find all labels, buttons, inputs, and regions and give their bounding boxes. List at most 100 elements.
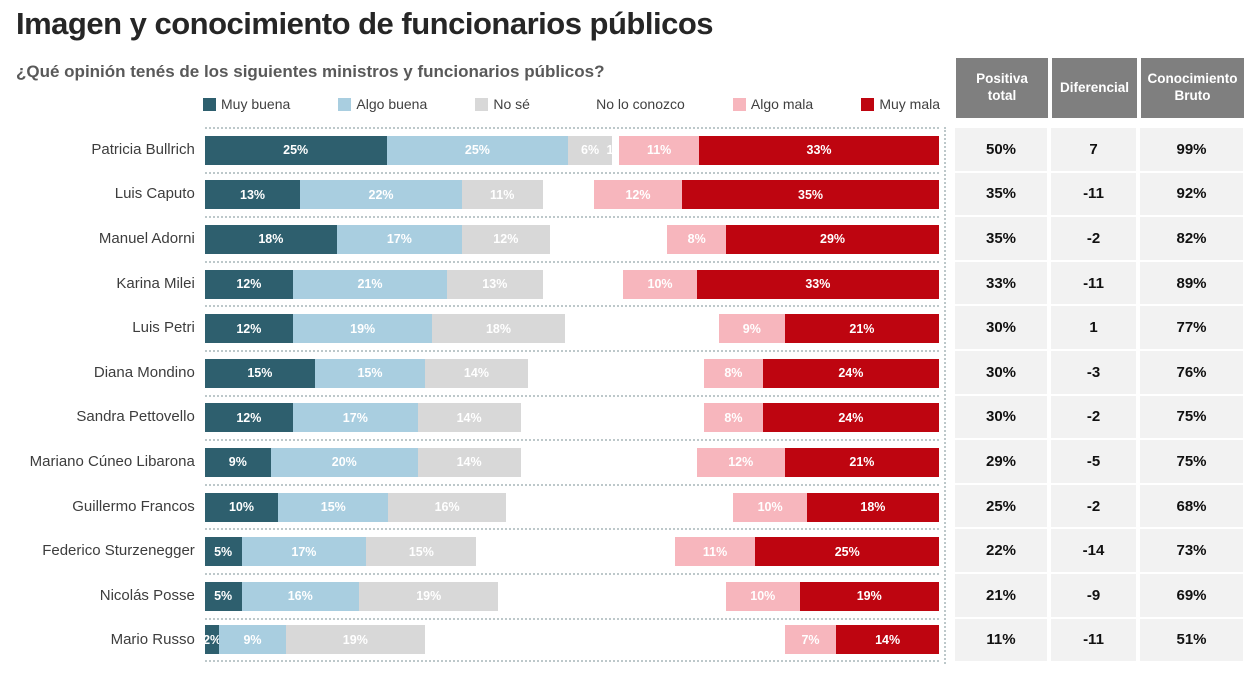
summary-row-cells: 29% -5 75% [955, 439, 1243, 484]
legend-label: Muy buena [221, 96, 291, 112]
legend-label: Algo mala [750, 96, 814, 112]
table-row: Federico Sturzenegger 5% 17% 15% 27% 11% 25% 22… [16, 528, 1243, 573]
segment-value-label: 25% [283, 143, 309, 158]
bar-segment-no-lo-conozco: 31% [498, 581, 727, 611]
bar-segment-muy-mala: 19% [799, 581, 939, 611]
stacked-bar: 25% 25% 6% 1% 11% 33% [204, 135, 939, 165]
segment-value-label: 24% [838, 410, 864, 425]
segment-value-label: 14% [875, 632, 901, 647]
row-label: Manuel Adorni [98, 229, 195, 247]
segment-value-label: 14% [456, 410, 482, 425]
segment-value-label: 20% [331, 455, 357, 470]
segment-value-label: 8% [724, 410, 743, 425]
stacked-bar: 2% 9% 19% 49% 7% 14% [203, 625, 939, 655]
bar-track: 12% 21% 13% 11% 10% 33% [204, 260, 940, 306]
segment-value-label: 19% [342, 632, 368, 647]
bar-track: 5% 17% 15% 27% 11% 25% [204, 528, 939, 573]
row-label: Federico Sturzenegger [42, 542, 195, 560]
legend-swatch-icon [338, 97, 352, 111]
bar-segment-algo-buena: 9% [219, 625, 286, 655]
segment-value-label: 11% [702, 544, 728, 559]
segment-value-label: 2% [203, 632, 222, 647]
positiva-total-value: 35% [955, 217, 1047, 260]
diferencial-value: 1 [1051, 306, 1136, 349]
segment-value-label: 17% [291, 544, 317, 559]
summary-row-cells: 30% -2 75% [955, 395, 1243, 440]
column-header-diferencial: Diferencial [1052, 58, 1137, 118]
bar-track: 13% 22% 11% 7% 12% 35% [204, 171, 940, 217]
segment-value-label: 24% [603, 366, 629, 381]
stacked-bar: 9% 20% 14% 24% 12% 21% [204, 447, 939, 477]
bar-segment-no-s-: 19% [285, 625, 426, 655]
segment-value-label: 15% [247, 366, 273, 381]
segment-value-label: 25% [599, 410, 625, 425]
conocimiento-bruto-value: 99% [1140, 128, 1243, 171]
bar-segment-muy-mala: 33% [696, 269, 940, 299]
conocimiento-bruto-value: 77% [1140, 306, 1243, 349]
page-title: Imagen y conocimiento de funcionarios pú… [16, 6, 714, 41]
positiva-total-value: 25% [955, 484, 1047, 528]
legend-item-muy-buena: Muy buena [203, 96, 290, 112]
conocimiento-bruto-value: 82% [1140, 217, 1243, 260]
row-label: Mario Russo [110, 631, 195, 649]
segment-value-label: 5% [214, 589, 233, 604]
row-label: Luis Petri [132, 319, 195, 337]
stacked-bar: 12% 17% 14% 25% 8% 24% [204, 403, 939, 433]
segment-value-label: 31% [599, 589, 625, 604]
table-row: Diana Mondino 15% 15% 14% 24% 8% 24% 30% -3 76% [16, 349, 1243, 395]
bar-segment-no-s-: 14% [417, 447, 521, 477]
table-row: Nicolás Posse 5% 16% 19% 31% 10% 19% 21% -9 69% [16, 572, 1243, 618]
summary-row-cells: 35% -11 92% [955, 172, 1243, 217]
bar-segment-muy-mala: 33% [699, 135, 939, 165]
diferencial-value: -11 [1051, 618, 1136, 662]
bar-segment-no-s-: 15% [366, 537, 477, 567]
bar-segment-muy-buena: 12% [204, 403, 293, 433]
bar-segment-algo-mala: 10% [726, 581, 800, 611]
segment-value-label: 13% [240, 187, 266, 202]
table-row: Guillermo Francos 10% 15% 16% 31% 10% 18% 25% -2… [16, 483, 1243, 529]
bar-track: 12% 17% 14% 25% 8% 24% [204, 394, 939, 440]
bar-segment-algo-buena: 19% [292, 314, 433, 344]
bar-segment-algo-mala: 12% [593, 180, 683, 210]
summary-row-cells: 35% -2 82% [955, 216, 1243, 261]
bar-segment-no-s-: 14% [425, 358, 528, 388]
segment-value-label: 31% [607, 500, 633, 515]
bar-track: 15% 15% 14% 24% 8% 24% [204, 349, 939, 395]
segment-value-label: 16% [596, 232, 622, 247]
table-row: Karina Milei 12% 21% 13% 11% 10% 33% 33% -11 89% [16, 260, 1243, 306]
legend-item-algo-mala: Algo mala [732, 96, 814, 112]
bar-segment-muy-buena: 5% [204, 581, 242, 611]
segment-value-label: 12% [728, 455, 754, 470]
bar-segment-no-lo-conozco: 49% [425, 625, 785, 655]
conocimiento-bruto-value: 69% [1140, 573, 1243, 617]
segment-value-label: 9% [742, 321, 761, 336]
bar-segment-muy-mala: 29% [726, 224, 939, 254]
bar-segment-muy-buena: 25% [204, 135, 387, 165]
conocimiento-bruto-value: 76% [1140, 350, 1243, 394]
diferencial-value: -2 [1051, 484, 1136, 528]
segment-value-label: 24% [596, 455, 622, 470]
chart-legend: Muy buena Algo buena No sé No lo conozco Alg… [203, 96, 940, 112]
bar-segment-algo-buena: 17% [336, 224, 462, 254]
segment-value-label: 6% [581, 143, 600, 158]
bar-segment-algo-buena: 22% [300, 180, 462, 210]
positiva-total-value: 11% [955, 618, 1047, 662]
stacked-bar: 10% 15% 16% 31% 10% 18% [204, 492, 939, 522]
segment-value-label: 15% [408, 544, 434, 559]
summary-row-cells: 11% -11 51% [955, 618, 1243, 663]
segment-value-label: 11% [570, 277, 596, 292]
legend-item-muy-mala: Muy mala [861, 96, 940, 112]
positiva-total-value: 35% [955, 172, 1047, 216]
table-row: Mariano Cúneo Libarona 9% 20% 14% 24% 12% 21% 2… [16, 439, 1243, 484]
segment-value-label: 21% [849, 321, 875, 336]
segment-value-label: 33% [805, 277, 831, 292]
segment-value-label: 21% [849, 455, 875, 470]
bar-segment-algo-mala: 10% [733, 492, 807, 522]
legend-item-algo-buena: Algo buena [338, 96, 427, 112]
bar-segment-algo-mala: 10% [623, 269, 697, 299]
segment-value-label: 25% [834, 544, 860, 559]
stacked-bar: 18% 17% 12% 16% 8% 29% [204, 224, 939, 254]
bar-segment-no-s-: 12% [461, 224, 550, 254]
bar-segment-no-s-: 19% [358, 581, 499, 611]
bar-segment-algo-mala: 7% [784, 625, 837, 655]
